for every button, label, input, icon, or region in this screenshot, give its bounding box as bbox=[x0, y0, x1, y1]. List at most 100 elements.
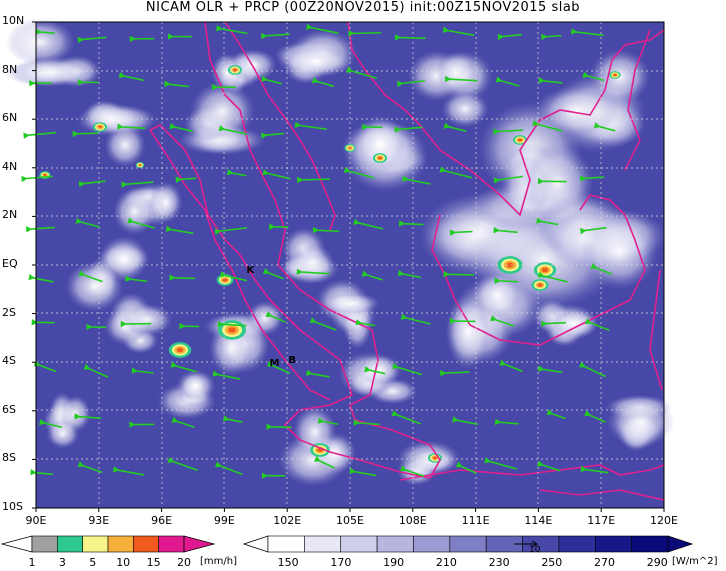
wind-vector bbox=[112, 466, 145, 476]
colorbar-swatch bbox=[376, 535, 414, 553]
colorbar-tick-label: 5 bbox=[89, 556, 97, 569]
wind-vector bbox=[536, 217, 559, 226]
wind-vector bbox=[346, 66, 378, 80]
wind-vector bbox=[214, 226, 248, 235]
wind-vector bbox=[343, 166, 375, 179]
longitude-label: 102E bbox=[273, 514, 302, 527]
wind-vector bbox=[590, 262, 613, 275]
cloud-patch bbox=[149, 181, 183, 223]
cloud-patch bbox=[291, 243, 335, 283]
olr-colorbar bbox=[242, 535, 694, 553]
cloud-patch bbox=[356, 354, 402, 386]
wind-vector bbox=[532, 120, 563, 132]
colorbar-swatch bbox=[304, 535, 342, 553]
longitude-label: 120E bbox=[650, 514, 678, 527]
colorbar-swatch bbox=[107, 535, 134, 553]
wind-vector bbox=[364, 365, 386, 375]
wind-vector bbox=[125, 275, 148, 283]
wind-vector bbox=[536, 460, 561, 472]
wind-vector bbox=[580, 465, 609, 474]
wind-vector bbox=[218, 125, 248, 135]
wind-vector bbox=[593, 122, 616, 132]
latitude-label: 8S bbox=[2, 451, 16, 465]
precip-unit: [mm/h] bbox=[200, 556, 237, 567]
wind-vector bbox=[171, 416, 195, 428]
wind-vector bbox=[21, 175, 54, 183]
wind-vector bbox=[118, 71, 144, 82]
colorbar-tick-label: 10 bbox=[116, 556, 131, 569]
wind-vector bbox=[262, 169, 291, 180]
colorbar-swatch bbox=[594, 535, 632, 553]
longitude-label: 105E bbox=[336, 514, 364, 527]
cloud-patch bbox=[6, 18, 75, 66]
wind-vector bbox=[78, 270, 103, 283]
wind-vector bbox=[164, 80, 189, 88]
colorbar-tick-label: 210 bbox=[435, 556, 457, 569]
wind-vector bbox=[353, 419, 380, 426]
wind-vector bbox=[309, 317, 337, 331]
precip-cell bbox=[506, 262, 514, 268]
colorbar-tick-label: 290 bbox=[646, 556, 668, 569]
wind-vector bbox=[394, 34, 426, 41]
wind-vector bbox=[353, 218, 384, 230]
wind-vector bbox=[361, 270, 383, 281]
colorbar-swatch bbox=[267, 535, 305, 553]
latitude-label: 10N bbox=[2, 14, 25, 27]
cloud-patch bbox=[46, 419, 80, 449]
colorbar-swatch bbox=[31, 535, 58, 553]
wind-vector bbox=[499, 359, 523, 373]
wind-vector bbox=[443, 122, 467, 133]
wind-vector bbox=[439, 166, 472, 179]
wind-vector bbox=[33, 360, 57, 373]
cloud-patch bbox=[77, 103, 144, 136]
wind-vector bbox=[262, 268, 284, 280]
wind-vector bbox=[396, 79, 425, 88]
wind-vector bbox=[297, 176, 331, 184]
wind-vector bbox=[167, 456, 198, 471]
latitude-label: 4N bbox=[2, 159, 18, 173]
wind-vector bbox=[537, 365, 563, 374]
wind-vector bbox=[546, 409, 566, 420]
wind-vector bbox=[493, 128, 523, 135]
latitude-label: 2N bbox=[2, 208, 18, 222]
precip-cell bbox=[43, 173, 47, 177]
wind-vector bbox=[75, 217, 100, 228]
wind-vector bbox=[495, 76, 520, 87]
wind-vector bbox=[72, 130, 98, 138]
graticule bbox=[36, 22, 664, 508]
wind-vector bbox=[294, 121, 328, 131]
wind-vector bbox=[313, 455, 335, 469]
wind-vector bbox=[25, 226, 55, 233]
cloud-patch bbox=[113, 188, 156, 235]
latitude-label: 6S bbox=[2, 402, 16, 416]
precip-cell bbox=[98, 125, 102, 129]
wind-vector bbox=[442, 26, 475, 36]
colorbar-swatch bbox=[82, 535, 109, 553]
wind-vector bbox=[78, 180, 106, 188]
colorbar-swatch bbox=[558, 535, 596, 553]
latitude-label: 4S bbox=[2, 354, 16, 368]
colorbar-swatch bbox=[57, 535, 83, 553]
olr-unit: [W/m^2] bbox=[672, 556, 718, 567]
cloud-patch bbox=[552, 309, 599, 338]
colorbar-tick-label: 1 bbox=[28, 556, 36, 569]
longitude-label: 117E bbox=[587, 514, 616, 527]
wind-reference-vector bbox=[514, 540, 538, 548]
colorbar-swatch bbox=[449, 535, 487, 553]
wind-vector bbox=[169, 274, 196, 281]
precip-colorbar bbox=[0, 535, 216, 553]
wind-vector bbox=[170, 361, 197, 373]
wind-vector bbox=[541, 320, 566, 328]
latitude-label: 2S bbox=[2, 305, 16, 319]
wind-vector bbox=[77, 461, 103, 474]
reference-vector-label: 10 bbox=[529, 545, 541, 555]
wind-vector bbox=[398, 220, 424, 227]
precip-cell bbox=[222, 278, 228, 282]
wind-vector bbox=[35, 28, 55, 35]
cloud-patch bbox=[580, 212, 659, 290]
wind-vector bbox=[28, 273, 54, 283]
precip-cell bbox=[518, 138, 522, 142]
wind-vector bbox=[260, 132, 285, 139]
wind-vector bbox=[83, 363, 109, 378]
